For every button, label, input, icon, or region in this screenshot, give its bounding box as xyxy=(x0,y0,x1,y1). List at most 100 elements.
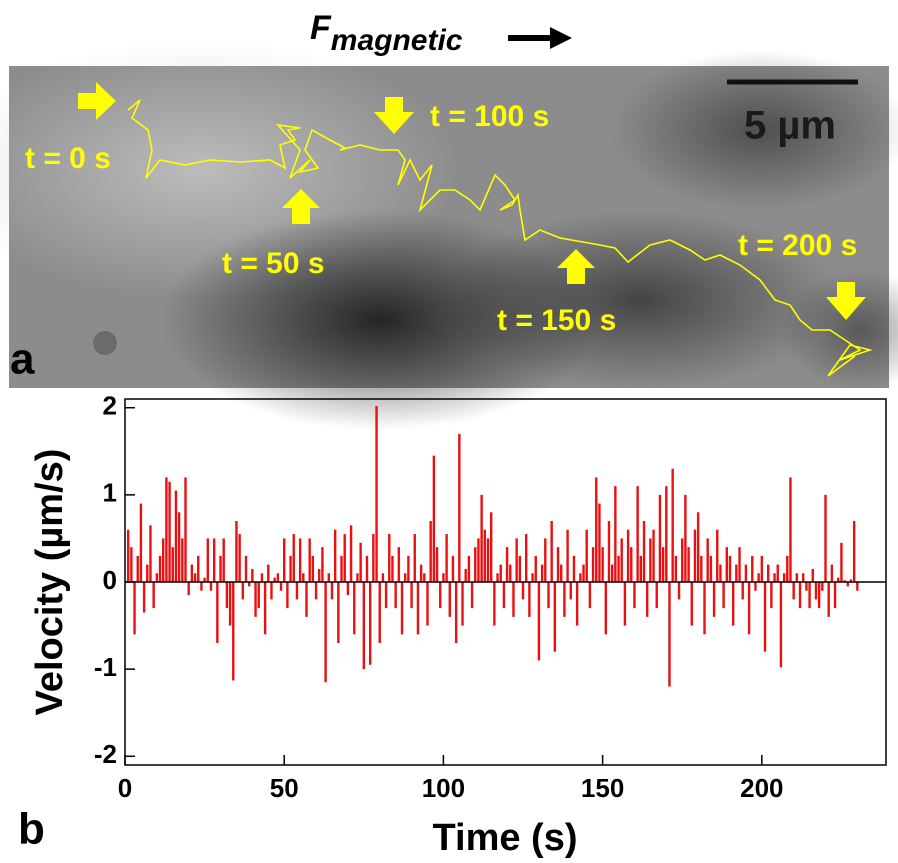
bar xyxy=(158,555,162,582)
bar xyxy=(821,582,824,591)
bar xyxy=(805,582,808,591)
bar xyxy=(639,555,643,582)
bar xyxy=(489,512,493,582)
bar xyxy=(575,582,579,626)
bar xyxy=(779,582,783,668)
bar xyxy=(547,582,550,609)
annotation: t = 100 s xyxy=(430,100,549,133)
bar xyxy=(324,582,327,683)
y-tick-label: -2 xyxy=(94,739,117,769)
bar xyxy=(598,503,601,582)
force-subscript: magnetic xyxy=(331,24,463,57)
bar xyxy=(273,577,276,582)
bar xyxy=(776,564,779,582)
bar xyxy=(493,582,496,626)
bar xyxy=(136,555,139,582)
bar xyxy=(260,573,264,582)
x-axis-label: Time (s) xyxy=(432,817,577,859)
bar xyxy=(766,564,770,582)
bar xyxy=(410,582,413,609)
bar xyxy=(716,529,719,582)
bar xyxy=(467,555,471,582)
bar xyxy=(305,582,308,617)
bar xyxy=(744,564,748,582)
bar xyxy=(563,582,566,617)
bar xyxy=(244,555,248,582)
bar xyxy=(165,477,168,582)
bar xyxy=(674,555,678,582)
bar xyxy=(802,573,805,582)
bar xyxy=(693,529,697,582)
bar xyxy=(200,582,203,591)
bar xyxy=(372,534,375,582)
bar xyxy=(177,512,181,582)
bar xyxy=(617,555,620,582)
bar xyxy=(400,582,404,635)
bar xyxy=(464,568,467,582)
bar xyxy=(544,538,547,582)
bar xyxy=(582,564,585,582)
bar xyxy=(531,573,534,582)
bar xyxy=(270,582,273,600)
bar xyxy=(725,547,728,582)
bar xyxy=(222,538,225,582)
bar xyxy=(432,455,436,582)
bar xyxy=(388,534,391,582)
x-tick-label: 100 xyxy=(422,773,465,803)
bar xyxy=(655,582,658,609)
bar xyxy=(661,547,665,582)
bar xyxy=(728,555,732,582)
bar xyxy=(709,555,713,582)
bar xyxy=(811,568,814,582)
bar xyxy=(652,529,655,582)
bar xyxy=(751,555,754,582)
bar xyxy=(636,486,639,582)
bar xyxy=(254,582,257,617)
bar xyxy=(228,582,232,626)
bar xyxy=(474,547,477,582)
bar xyxy=(773,573,776,582)
bar xyxy=(206,538,209,582)
bar xyxy=(677,582,681,600)
y-axis-label: Velocity (µm/s) xyxy=(29,449,71,716)
bar xyxy=(560,564,563,582)
bar xyxy=(585,529,588,582)
bar xyxy=(770,582,773,609)
bar xyxy=(139,503,143,582)
scale-bar-label: 5 µm xyxy=(744,104,836,148)
bar xyxy=(553,582,557,652)
bar xyxy=(289,555,292,582)
bar xyxy=(846,582,849,587)
bar xyxy=(321,547,324,582)
y-tick-label: 1 xyxy=(103,478,117,508)
y-tick-label: 0 xyxy=(103,565,117,595)
bar xyxy=(238,534,241,582)
bar xyxy=(442,573,445,582)
bar xyxy=(690,582,693,626)
bar xyxy=(502,582,506,609)
bar xyxy=(480,494,483,582)
bar xyxy=(318,568,321,582)
bar xyxy=(343,534,346,582)
arrows xyxy=(78,82,866,320)
bar xyxy=(375,405,378,582)
bar xyxy=(595,477,598,582)
bar xyxy=(524,534,528,582)
force-arrow xyxy=(508,27,572,49)
force-symbol: F xyxy=(310,9,332,47)
bar xyxy=(190,564,194,582)
bar xyxy=(298,538,302,582)
bar xyxy=(247,582,251,587)
bar xyxy=(754,582,757,591)
bar xyxy=(391,555,394,582)
bar xyxy=(340,555,343,582)
bar xyxy=(591,547,595,582)
bar xyxy=(203,577,206,582)
y-tick-label: 2 xyxy=(103,391,117,421)
bar xyxy=(162,538,165,582)
bar xyxy=(429,521,432,582)
bar xyxy=(149,525,152,582)
bar xyxy=(833,582,837,609)
bar xyxy=(569,582,572,600)
